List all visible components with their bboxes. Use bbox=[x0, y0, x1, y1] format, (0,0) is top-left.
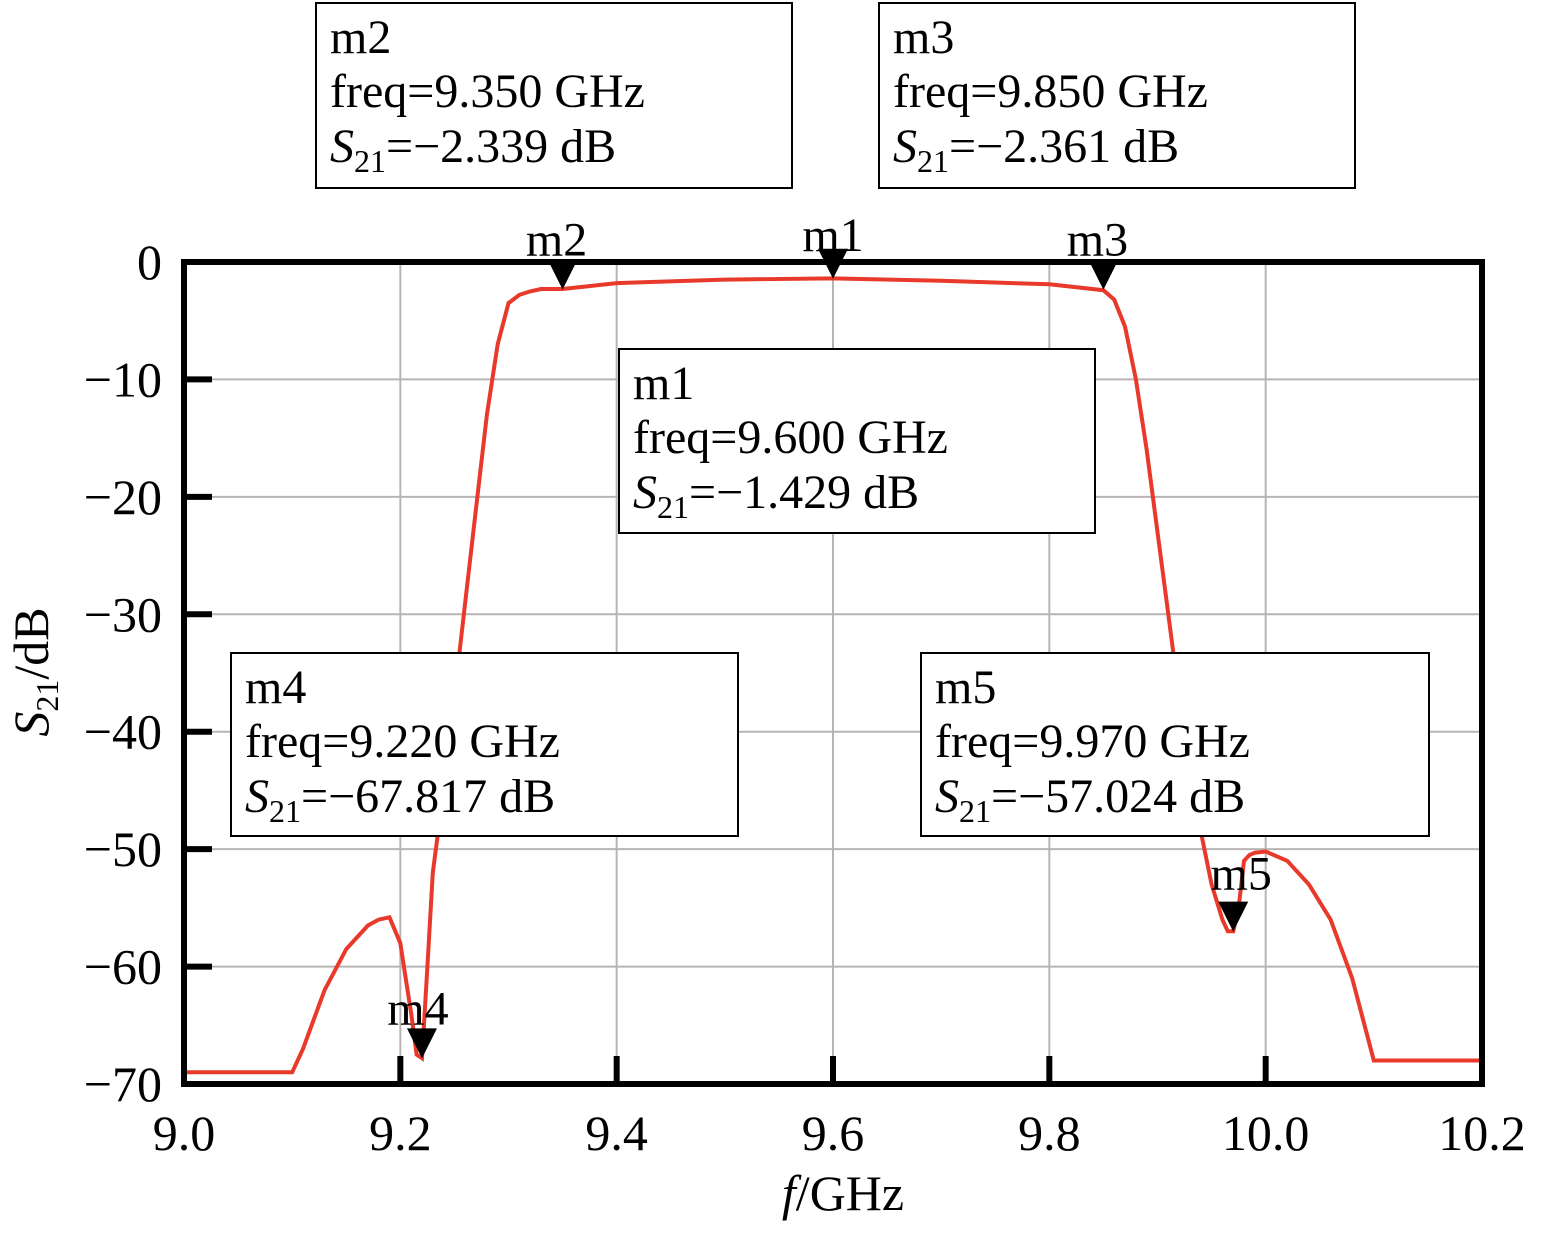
marker-m4-triangle bbox=[406, 1028, 437, 1059]
annotation-m1-title: m1 bbox=[633, 357, 694, 410]
x-axis-title: f/GHz bbox=[782, 1165, 904, 1221]
marker-m3-label: m3 bbox=[1067, 214, 1128, 267]
y-tick-label: −70 bbox=[84, 1056, 162, 1112]
marker-m5-label: m5 bbox=[1211, 848, 1272, 901]
annotation-m2-s-value: =−2.339 dB bbox=[386, 120, 616, 173]
y-tick-label: −40 bbox=[84, 704, 162, 760]
annotation-m5-s-value: =−57.024 dB bbox=[991, 770, 1245, 823]
y-tick-label: −20 bbox=[84, 469, 162, 525]
y-tick-label: −60 bbox=[84, 939, 162, 995]
marker-m1-triangle bbox=[818, 248, 848, 279]
marker-m2-triangle bbox=[547, 259, 578, 290]
annotation-m1-box bbox=[618, 348, 1096, 534]
annotation-m3-title: m3 bbox=[893, 11, 954, 64]
annotation-m4-s-value: =−67.817 dB bbox=[301, 770, 555, 823]
annotation-m3-box bbox=[878, 2, 1356, 189]
y-tick-labels: 0 −10 −20 −30 −40 −50 −60 −70 bbox=[84, 234, 162, 1112]
marker-m3-triangle bbox=[1088, 259, 1119, 290]
annotation-m3-s-value: =−2.361 dB bbox=[949, 120, 1179, 173]
x-tick-label: 9.0 bbox=[153, 1105, 216, 1161]
annotation-m5-s21: S21=−57.024 dB bbox=[935, 770, 1245, 829]
x-tick-label: 9.6 bbox=[802, 1105, 865, 1161]
annotation-m2-s21: S21=−2.339 dB bbox=[330, 120, 616, 179]
annotation-m1-s21: S21=−1.429 dB bbox=[633, 466, 919, 525]
annotation-m2-box bbox=[315, 2, 793, 189]
y-tick-label: −50 bbox=[84, 821, 162, 877]
annotation-m1-s-sub: 21 bbox=[657, 489, 689, 525]
annotation-m5-s-symbol: S bbox=[935, 770, 959, 823]
axis-ticks bbox=[184, 376, 1269, 1084]
x-axis-title-unit: /GHz bbox=[796, 1165, 904, 1221]
y-tick-label: 0 bbox=[137, 234, 162, 290]
marker-m1-label: m1 bbox=[802, 209, 863, 262]
annotation-m4-title: m4 bbox=[245, 661, 306, 714]
annotation-m4-s-sub: 21 bbox=[269, 793, 301, 829]
marker-m4-label: m4 bbox=[387, 982, 448, 1035]
annotation-m2-freq: freq=9.350 GHz bbox=[330, 65, 645, 118]
marker-m2-label: m2 bbox=[526, 213, 587, 266]
y-axis-title-unit: /dB bbox=[3, 607, 59, 679]
x-tick-label: 10.0 bbox=[1222, 1105, 1310, 1161]
annotation-m2-title: m2 bbox=[330, 11, 391, 64]
annotation-m1-s-symbol: S bbox=[633, 466, 657, 519]
x-tick-label: 9.4 bbox=[585, 1105, 648, 1161]
annotation-m3-freq: freq=9.850 GHz bbox=[893, 65, 1208, 118]
annotation-m1-s-value: =−1.429 dB bbox=[689, 466, 919, 519]
annotation-m5-freq: freq=9.970 GHz bbox=[935, 715, 1250, 768]
y-tick-label: −30 bbox=[84, 586, 162, 642]
x-tick-label: 9.8 bbox=[1018, 1105, 1081, 1161]
annotation-m1-freq: freq=9.600 GHz bbox=[633, 411, 948, 464]
y-axis-title-sub: 21 bbox=[29, 680, 65, 712]
s21-curve bbox=[184, 276, 1482, 1075]
annotation-m5-box bbox=[920, 652, 1430, 837]
markers: m1 m2 m3 m4 m5 bbox=[387, 209, 1272, 1059]
annotation-m4-freq: freq=9.220 GHz bbox=[245, 715, 560, 768]
annotation-m4-s-symbol: S bbox=[245, 770, 269, 823]
y-axis-title: S21/dB bbox=[3, 607, 65, 736]
y-tick-label: −10 bbox=[84, 351, 162, 407]
annotation-m5-s-sub: 21 bbox=[959, 793, 991, 829]
x-tick-label: 10.2 bbox=[1438, 1105, 1526, 1161]
y-axis-title-italic: S bbox=[3, 712, 59, 737]
marker-m5-triangle bbox=[1218, 901, 1249, 932]
annotation-m5-title: m5 bbox=[935, 661, 996, 714]
annotation-m3-s-sub: 21 bbox=[917, 143, 949, 179]
annotation-m4-s21: S21=−67.817 dB bbox=[245, 770, 555, 829]
x-tick-label: 9.2 bbox=[369, 1105, 432, 1161]
annotation-m2-s-sub: 21 bbox=[354, 143, 386, 179]
x-tick-labels: 9.0 9.2 9.4 9.6 9.8 10.0 10.2 bbox=[153, 1105, 1526, 1161]
annotation-m4-box bbox=[230, 652, 739, 837]
annotation-m3-s-symbol: S bbox=[893, 120, 917, 173]
annotation-m3-s21: S21=−2.361 dB bbox=[893, 120, 1179, 179]
annotation-m2-s-symbol: S bbox=[330, 120, 354, 173]
